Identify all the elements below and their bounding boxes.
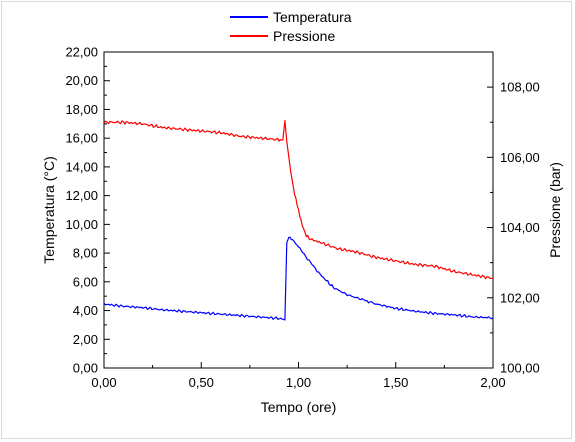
y-right-tick-label: 104,00 xyxy=(500,220,540,235)
legend-label-temperatura: Temperatura xyxy=(273,9,352,25)
series-line-temperatura xyxy=(103,236,494,321)
x-tick-label: 0,50 xyxy=(189,375,214,390)
y-axis-right: 100,00 102,00 104,00 106,00 108,00 xyxy=(487,80,540,376)
y-left-tick-label: 10,00 xyxy=(65,217,98,232)
y-left-tick-label: 2,00 xyxy=(73,332,98,347)
y-left-tick-label: 18,00 xyxy=(65,102,98,117)
legend-label-pressione: Pressione xyxy=(273,28,335,44)
x-tick-label: 2,00 xyxy=(480,375,505,390)
y-axis-right-title: Pressione (bar) xyxy=(547,162,563,258)
y-axis-left-title: Temperatura (°C) xyxy=(41,156,57,264)
series-layer xyxy=(103,119,494,321)
y-left-tick-label: 12,00 xyxy=(65,188,98,203)
y-right-tick-label: 102,00 xyxy=(500,290,540,305)
y-left-tick-label: 8,00 xyxy=(73,246,98,261)
x-axis: 0,00 0,50 1,00 1,50 2,00 xyxy=(91,362,506,390)
x-tick-label: 1,00 xyxy=(286,375,311,390)
y-left-tick-label: 6,00 xyxy=(73,274,98,289)
y-right-tick-label: 100,00 xyxy=(500,361,540,376)
series-line-pressione xyxy=(103,119,494,280)
y-axis-left: 0,00 2,00 4,00 6,00 8,00 10,00 12,00 14,00 16,00… xyxy=(65,45,110,376)
y-left-tick-label: 14,00 xyxy=(65,159,98,174)
x-tick-label: 1,50 xyxy=(383,375,408,390)
y-left-tick-label: 16,00 xyxy=(65,131,98,146)
y-left-tick-label: 4,00 xyxy=(73,303,98,318)
x-tick-label: 0,00 xyxy=(91,375,116,390)
y-right-tick-label: 108,00 xyxy=(500,80,540,95)
legend: Temperatura Pressione xyxy=(230,9,352,44)
y-left-tick-label: 20,00 xyxy=(65,73,98,88)
x-axis-title: Tempo (ore) xyxy=(261,399,336,415)
y-left-tick-label: 22,00 xyxy=(65,45,98,60)
y-left-tick-label: 0,00 xyxy=(73,361,98,376)
y-right-tick-label: 106,00 xyxy=(500,150,540,165)
